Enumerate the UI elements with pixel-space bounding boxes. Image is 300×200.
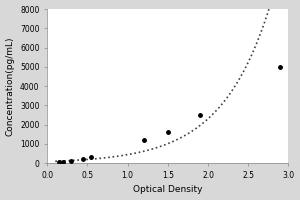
Point bbox=[89, 155, 94, 159]
Point bbox=[278, 65, 283, 68]
Point bbox=[61, 160, 66, 163]
Point bbox=[57, 161, 62, 164]
X-axis label: Optical Density: Optical Density bbox=[133, 185, 202, 194]
Point bbox=[69, 159, 74, 162]
Point bbox=[198, 113, 203, 117]
Point bbox=[81, 157, 86, 160]
Point bbox=[141, 139, 146, 142]
Point bbox=[165, 131, 170, 134]
Y-axis label: Concentration(pg/mL): Concentration(pg/mL) bbox=[6, 36, 15, 136]
